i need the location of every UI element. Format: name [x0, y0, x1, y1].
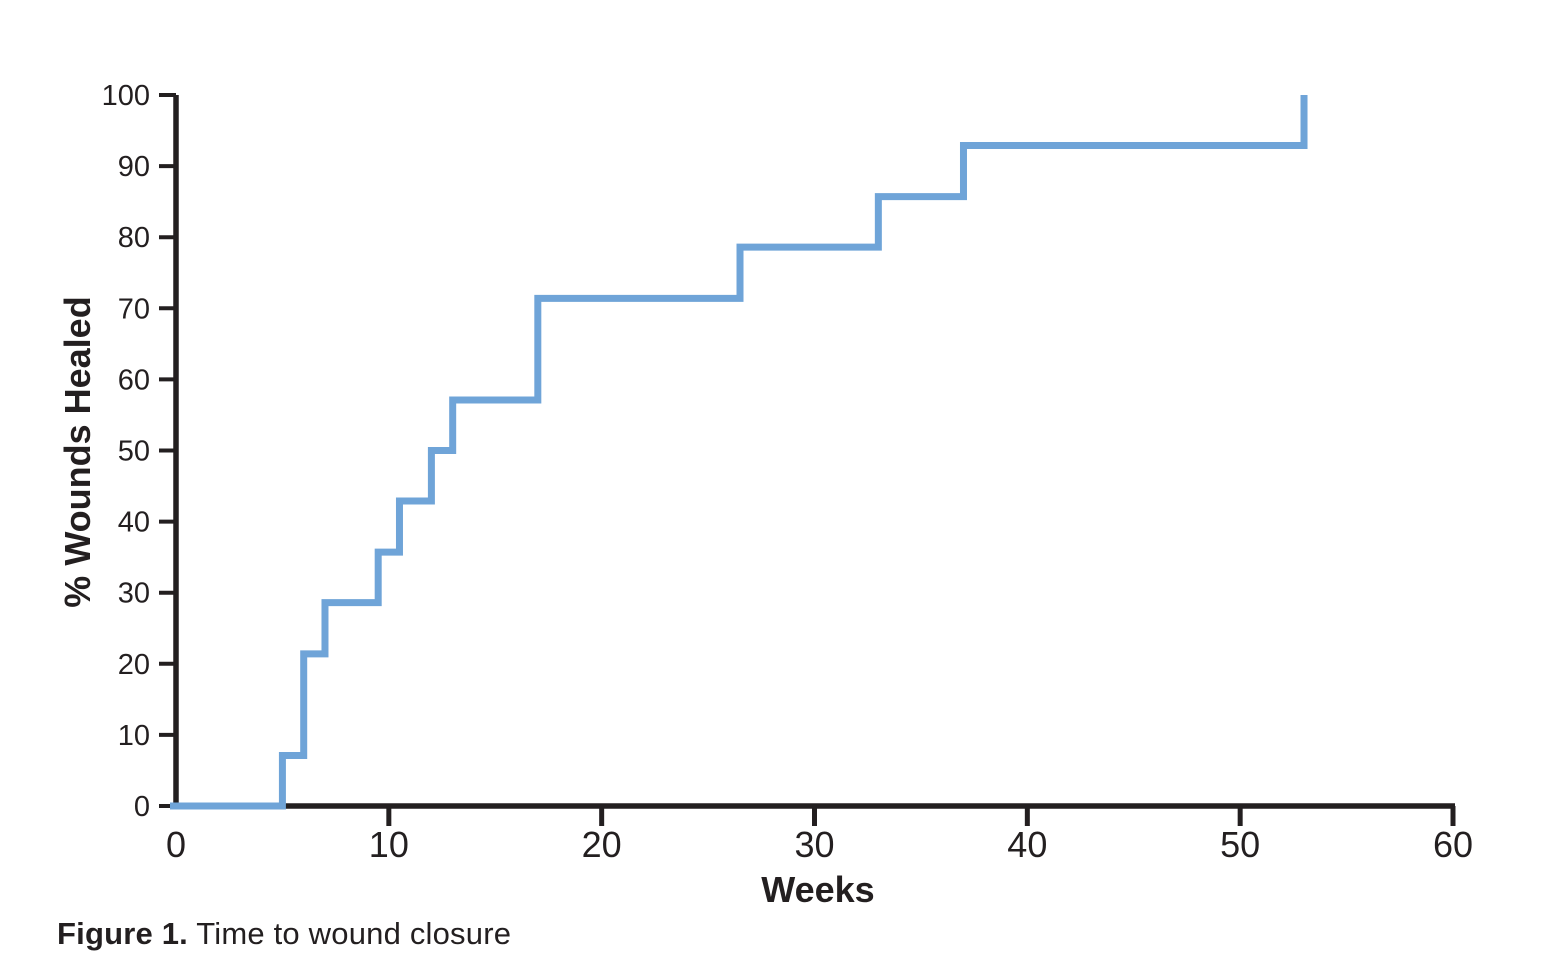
axis-spine: [173, 95, 1455, 809]
y-tick-label: 40: [118, 507, 150, 539]
curve-layer: [170, 95, 1308, 810]
x-axis-title: Weeks: [761, 869, 874, 910]
y-tick-label: 0: [134, 791, 150, 823]
x-tick-label: 60: [1433, 824, 1473, 865]
axes-layer: 0 10 20 30 40 50 60 70 80 90 100 0 10 20 30 40 50 60: [102, 80, 1473, 865]
x-tick-label: 30: [794, 824, 834, 865]
wound-closure-step-curve-line: [170, 95, 1308, 810]
x-tick-label: 10: [369, 824, 409, 865]
y-tick-label: 10: [118, 720, 150, 752]
y-axis-title: % Wounds Healed: [57, 296, 98, 607]
y-tick-label: 100: [102, 80, 150, 112]
figure-caption: Figure 1. Time to wound closure: [57, 916, 511, 952]
x-tick-label: 40: [1007, 824, 1047, 865]
x-tick-label: 0: [166, 824, 186, 865]
y-tick-label: 60: [118, 364, 150, 396]
x-tick-label: 20: [582, 824, 622, 865]
y-tick-label: 80: [118, 222, 150, 254]
figure-caption-text: Time to wound closure: [188, 916, 512, 951]
y-tick-label: 20: [118, 649, 150, 681]
x-tick-label: 50: [1220, 824, 1260, 865]
y-tick-label: 90: [118, 151, 150, 183]
y-tick-label: 70: [118, 293, 150, 325]
y-tick-label: 50: [118, 436, 150, 468]
figure-caption-label: Figure 1.: [57, 916, 188, 951]
y-tick-label: 30: [118, 578, 150, 610]
